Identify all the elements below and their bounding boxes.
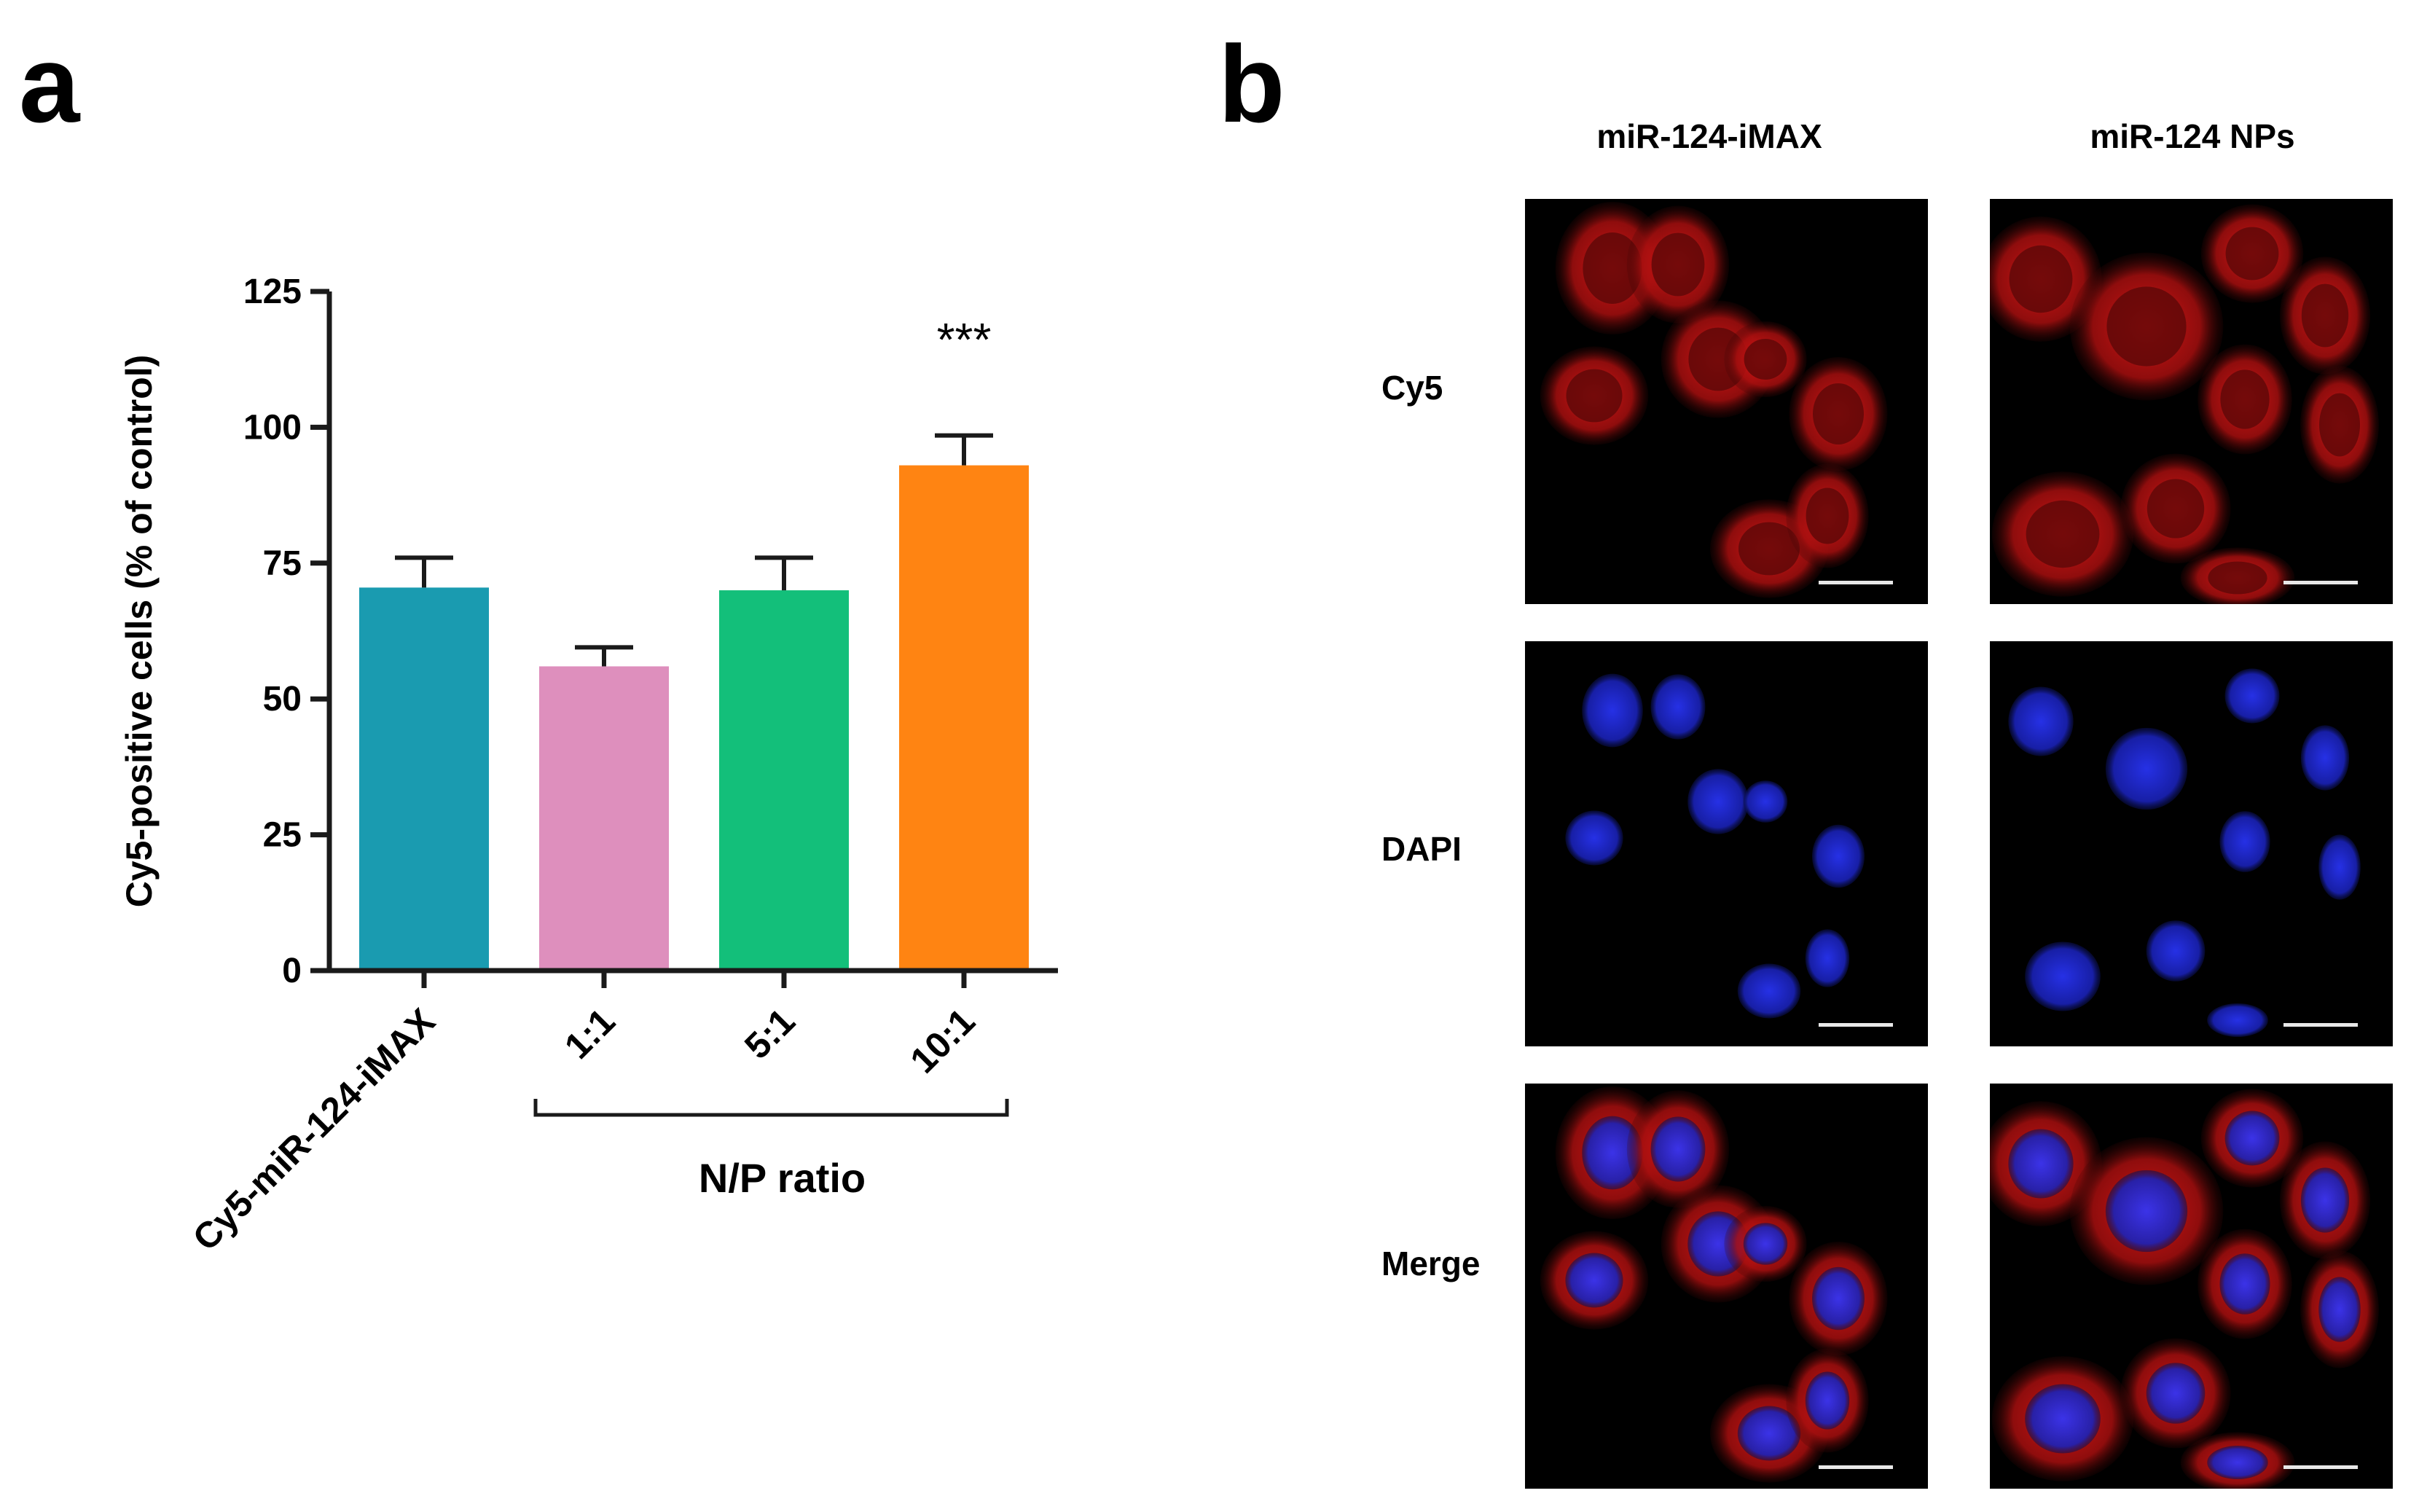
y-tick-label: 100 (243, 408, 302, 447)
row-header-dapi: DAPI (1381, 830, 1462, 868)
micrograph-imax-cy5 (1525, 199, 1928, 604)
y-tick-label: 0 (282, 952, 302, 990)
group-label: N/P ratio (699, 1155, 866, 1201)
micrograph-imax-dapi (1525, 641, 1928, 1046)
micrograph-imax-merge (1525, 1084, 1928, 1489)
micrograph-nps-cy5 (1990, 199, 2393, 604)
column-header-mir124-imax: miR-124-iMAX (1596, 117, 1822, 155)
x-tick-label: Cy5-miR-124-iMAX (185, 1000, 443, 1258)
micrograph-image (1540, 1086, 1893, 1483)
x-tick-label: 5:1 (737, 1000, 803, 1067)
panel-b-label: b (1218, 23, 1285, 145)
y-tick-label: 25 (263, 816, 302, 855)
y-tick-label: 125 (243, 273, 302, 311)
y-tick-label: 50 (263, 680, 302, 718)
x-tick-label: 10:1 (902, 1000, 982, 1081)
y-tick-label: 75 (263, 544, 302, 583)
y-axis-title: Cy5-positive cells (% of control) (119, 355, 160, 907)
micrograph-nps-merge (1990, 1084, 2393, 1489)
bar (359, 587, 489, 971)
panel-a-label: a (19, 23, 80, 145)
group-bracket (533, 1099, 1009, 1117)
row-header-cy5: Cy5 (1381, 369, 1443, 407)
micrograph-image (2008, 668, 2361, 1038)
bar (899, 465, 1029, 971)
micrograph-nps-dapi (1990, 641, 2393, 1046)
micrograph-image (1990, 1089, 2379, 1489)
bar (719, 590, 849, 971)
bar (539, 666, 669, 971)
column-header-mir124-nps: miR-124 NPs (2090, 117, 2295, 155)
micrograph-image (1990, 204, 2379, 604)
significance-annotation: *** (937, 313, 992, 366)
micrograph-image (1565, 673, 1893, 1027)
row-header-merge: Merge (1381, 1245, 1481, 1282)
x-tick-label: 1:1 (557, 1000, 623, 1067)
micrograph-image (1540, 202, 1893, 598)
